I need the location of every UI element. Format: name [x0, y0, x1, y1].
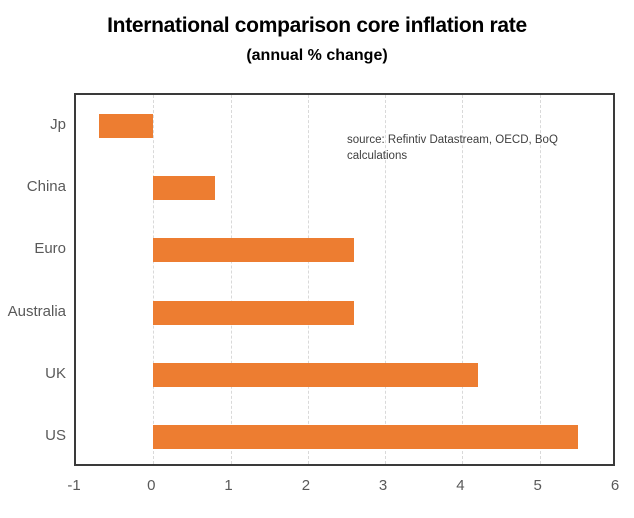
gridline-1	[230, 95, 232, 464]
x-tick-label-5: 5	[533, 477, 542, 494]
x-tick-label-2: 2	[301, 477, 311, 494]
x-tick-label-0: 0	[147, 477, 156, 494]
gridline-4	[462, 95, 464, 464]
gridline-2	[307, 95, 309, 464]
category-label-jp: Jp	[50, 116, 66, 134]
category-label-china: China	[26, 178, 66, 196]
category-label-euro: Euro	[34, 240, 66, 258]
bar-australia	[153, 300, 355, 325]
x-tick-label-4: 4	[456, 477, 465, 494]
chart-subtitle: (annual % change)	[246, 47, 388, 64]
bar-jp	[99, 114, 154, 139]
bar-uk	[153, 362, 478, 387]
gridline-3	[385, 95, 387, 464]
x-tick-label--1: -1	[67, 477, 81, 494]
category-label-australia: Australia	[7, 302, 66, 320]
category-label-us: US	[45, 426, 66, 444]
bar-euro	[153, 238, 355, 263]
x-tick-label-1: 1	[224, 477, 233, 494]
bar-china	[153, 176, 216, 201]
x-tick-label-3: 3	[378, 477, 388, 494]
x-tick-label-6: 6	[610, 477, 620, 494]
gridline-0	[153, 95, 155, 464]
source-annotation: source: Refintiv Datastream, OECD, BoQ c…	[347, 134, 558, 162]
plot-area	[74, 93, 615, 466]
chart-title: International comparison core inflation …	[107, 14, 527, 37]
bar-us	[153, 424, 579, 449]
category-label-uk: UK	[45, 364, 66, 382]
gridline-5	[539, 95, 541, 464]
